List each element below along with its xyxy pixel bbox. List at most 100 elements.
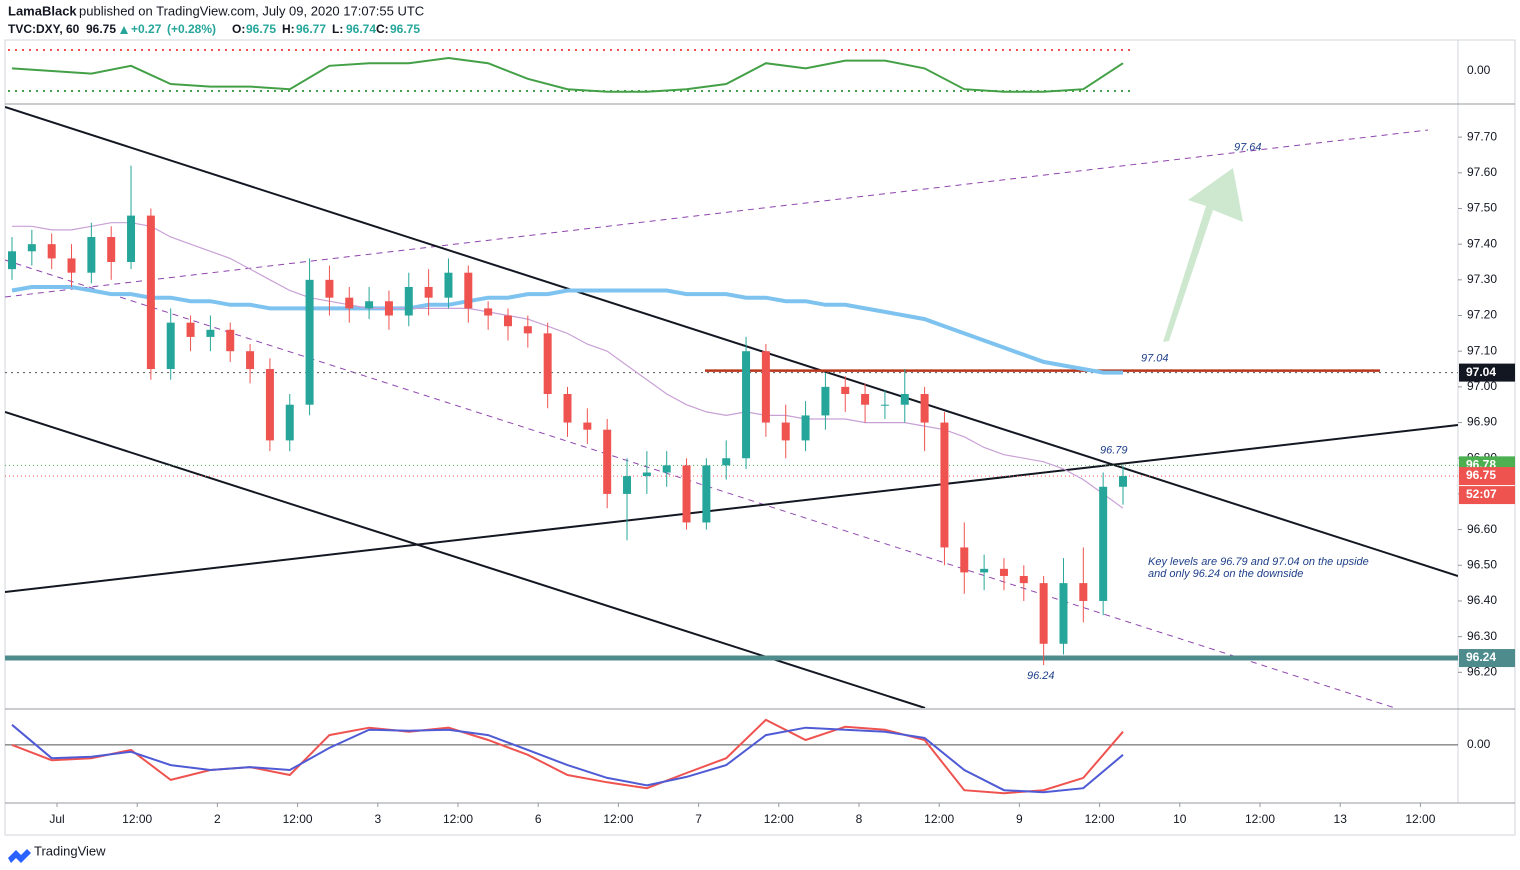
annotation: 97.64 [1234, 141, 1262, 153]
x-tick-label: 8 [856, 812, 863, 826]
candle-body [583, 422, 592, 430]
candle-body [623, 476, 632, 494]
x-tick-label: 13 [1334, 812, 1348, 826]
trendline [5, 106, 1458, 577]
candle-body [424, 286, 433, 298]
candle-body [246, 351, 255, 370]
ohlc-label: L: [332, 22, 343, 36]
x-tick-label: 12:00 [1085, 812, 1115, 826]
candle-body [206, 329, 215, 337]
candle-body [146, 215, 155, 370]
y-tick-label: 96.20 [1467, 664, 1497, 678]
candle-body [166, 322, 175, 370]
x-tick-label: 12:00 [443, 812, 473, 826]
ohlc-label: C: [376, 22, 389, 36]
y-tick-label: 96.90 [1467, 415, 1497, 429]
candle-body [662, 465, 671, 473]
symbol: TVC:DXY, 60 [8, 22, 80, 36]
y-tick-label: 96.60 [1467, 522, 1497, 536]
candle-body [761, 351, 770, 423]
annotation: 96.79 [1100, 445, 1128, 457]
candle-body [940, 422, 949, 548]
candle-body [980, 568, 989, 573]
candle-body [543, 333, 552, 395]
candle-body [1079, 583, 1088, 601]
candle-body [722, 458, 731, 466]
price-label-bg [1459, 467, 1515, 486]
y-tick-label: 96.50 [1467, 557, 1497, 571]
y-tick-label: 0.00 [1467, 737, 1491, 751]
x-tick-label: Jul [49, 812, 64, 826]
ohlc-label: O: [232, 22, 245, 36]
x-tick-label: 12:00 [603, 812, 633, 826]
y-tick-label: 97.40 [1467, 236, 1497, 250]
candle-body [960, 547, 969, 573]
ohlc-value: 96.75 [390, 22, 420, 36]
x-tick-label: 12:00 [924, 812, 954, 826]
oscillator-line [11, 718, 1124, 795]
x-tick-label: 12:00 [122, 812, 152, 826]
x-tick-label: 12:00 [764, 812, 794, 826]
last-price: 96.75 [86, 22, 116, 36]
annotation: 96.24 [1027, 670, 1055, 682]
candle-body [781, 422, 790, 441]
y-tick-label: 0.00 [1467, 63, 1491, 77]
candle-body [8, 251, 16, 270]
candle-body [67, 258, 76, 273]
x-tick-label: 2 [214, 812, 221, 826]
candle-body [464, 272, 473, 309]
candle-body [1019, 575, 1028, 584]
candle-body [186, 322, 195, 337]
published-info: published on TradingView.com, July 09, 2… [79, 3, 424, 18]
price-label: 96.24 [1466, 650, 1496, 664]
candle-body [742, 351, 751, 459]
candle-body [484, 308, 493, 316]
candle-body [841, 386, 850, 395]
candle-body [325, 279, 334, 298]
candle-body [444, 272, 453, 298]
candle-body [1119, 476, 1127, 487]
moving-average [11, 285, 1123, 375]
candle-body [603, 429, 612, 494]
candle-body [821, 386, 830, 416]
candle-body [900, 394, 909, 405]
candle-body [861, 394, 870, 405]
y-tick-label: 97.50 [1467, 201, 1497, 215]
logo [8, 849, 31, 863]
ohlc-value: 96.75 [246, 22, 276, 36]
moving-average [12, 222, 1124, 509]
candle-body [1039, 583, 1048, 644]
arrow [1163, 168, 1243, 342]
y-tick-label: 97.10 [1467, 343, 1497, 357]
price-label-bg [1459, 363, 1515, 382]
candle-body [682, 465, 691, 523]
annotation: 97.04 [1141, 353, 1169, 365]
candle-body [920, 394, 929, 423]
x-tick-label: 12:00 [1405, 812, 1435, 826]
countdown: 52:07 [1466, 487, 1497, 501]
candle-body [47, 244, 56, 259]
price-label: 96.75 [1466, 468, 1496, 482]
x-tick-label: 12:00 [283, 812, 313, 826]
frame [4, 39, 1516, 836]
channel-line [5, 259, 1396, 708]
candle-body [563, 394, 572, 423]
x-tick-label: 12:00 [1245, 812, 1275, 826]
footer-brand: TradingView [34, 843, 106, 858]
candle-body [801, 415, 810, 441]
note: and only 96.24 on the downside [1148, 568, 1303, 580]
up-triangle [120, 26, 128, 34]
candle-body [880, 404, 889, 406]
y-tick-label: 97.70 [1467, 129, 1497, 143]
change: +0.27 [131, 22, 162, 36]
trendline [5, 424, 1458, 593]
ohlc-value: 96.74 [346, 22, 376, 36]
x-tick-label: 9 [1016, 812, 1023, 826]
countdown-bg [1459, 486, 1515, 505]
candle-body [285, 404, 294, 441]
candle-body [999, 568, 1008, 576]
price-label: 97.04 [1466, 365, 1496, 379]
candle-body [384, 301, 393, 316]
y-tick-label: 97.30 [1467, 272, 1497, 286]
